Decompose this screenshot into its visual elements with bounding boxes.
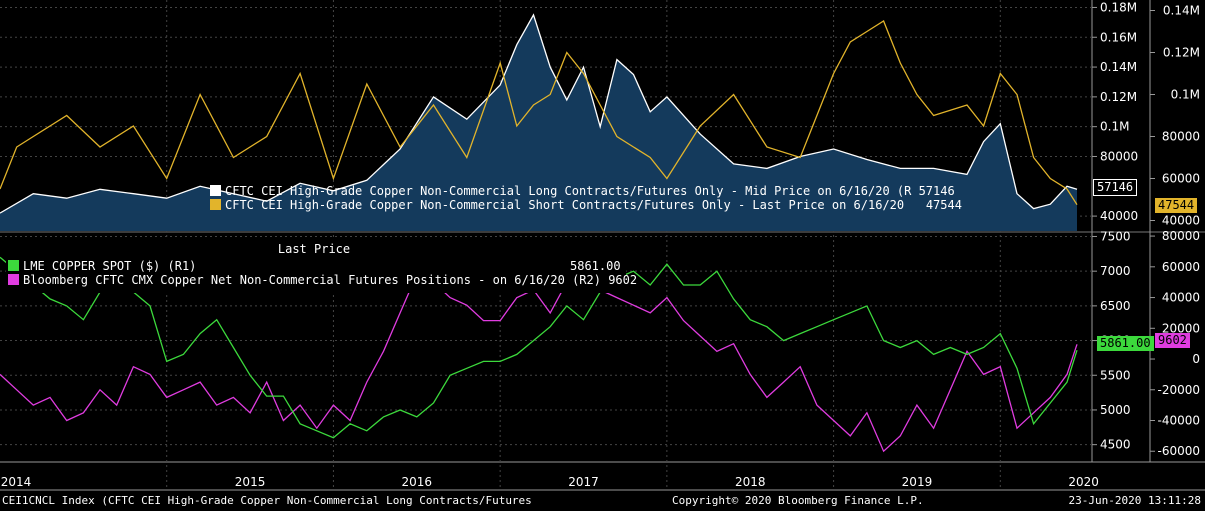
y-tick-bot-right-20000: 20000: [1162, 321, 1200, 335]
y-tick-bot-left-7500: 7500: [1100, 229, 1131, 243]
y-tick-top-left-0.12M: 0.12M: [1100, 90, 1137, 104]
x-tick-2020: 2020: [1068, 475, 1099, 489]
y-tick-top-left-0.18M: 0.18M: [1100, 0, 1137, 14]
y-tick-top-left-80000: 80000: [1100, 149, 1138, 163]
y-tick-bot-left-5000: 5000: [1100, 403, 1131, 417]
y-tick-top-left-0.1M: 0.1M: [1100, 120, 1129, 134]
top-legend: CFTC CEI High-Grade Copper Non-Commercia…: [210, 184, 962, 212]
legend-label-short: CFTC CEI High-Grade Copper Non-Commercia…: [225, 198, 905, 212]
y-tick-bot-left-7000: 7000: [1100, 264, 1131, 278]
y-tick-bot-right--60000: -60000: [1157, 444, 1200, 458]
legend-header: Last Price: [277, 242, 351, 256]
y-tick-bot-right--40000: -40000: [1157, 414, 1200, 428]
footer-timestamp: 23-Jun-2020 13:11:28: [1068, 494, 1201, 507]
legend-label-spot: LME COPPER SPOT ($) (R1): [23, 259, 197, 273]
y-tick-top-right-40000: 40000: [1162, 214, 1200, 228]
footer-copyright: Copyright© 2020 Bloomberg Finance L.P.: [672, 494, 924, 507]
legend-swatch-spot: [8, 260, 19, 271]
y-tick-top-right-60000: 60000: [1162, 172, 1200, 186]
x-tick-2019: 2019: [902, 475, 933, 489]
legend-label-net: Bloomberg CFTC CMX Copper Net Non-Commer…: [23, 273, 601, 287]
legend-entry-long: CFTC CEI High-Grade Copper Non-Commercia…: [210, 184, 962, 198]
legend-entry-short: CFTC CEI High-Grade Copper Non-Commercia…: [210, 198, 962, 212]
tag-net-last: 9602: [1155, 333, 1190, 348]
legend-swatch-net: [8, 274, 19, 285]
y-tick-top-left-40000: 40000: [1100, 209, 1138, 223]
y-tick-top-right-0.1M: 0.1M: [1171, 88, 1200, 102]
y-tick-bot-right--20000: -20000: [1157, 383, 1200, 397]
y-tick-bot-left-6500: 6500: [1100, 299, 1131, 313]
x-tick-2014: 2014: [1, 475, 32, 489]
x-tick-2018: 2018: [735, 475, 766, 489]
series-short-line: [0, 20, 1078, 206]
y-tick-top-right-80000: 80000: [1162, 130, 1200, 144]
series-spot-line: [0, 256, 1078, 439]
legend-entry-net: Bloomberg CFTC CMX Copper Net Non-Commer…: [8, 273, 637, 287]
tag-spot-last: 5861.00: [1097, 336, 1154, 351]
x-tick-2016: 2016: [402, 475, 433, 489]
series-long-area: [0, 14, 1077, 232]
y-tick-top-right-0.14M: 0.14M: [1163, 4, 1200, 18]
y-tick-bot-left-4500: 4500: [1100, 438, 1131, 452]
legend-value-long: 57146: [918, 184, 955, 198]
legend-value-spot: 5861.00: [570, 259, 621, 273]
legend-value-short: 47544: [925, 198, 962, 212]
legend-label-long: CFTC CEI High-Grade Copper Non-Commercia…: [225, 184, 912, 198]
y-tick-top-right-0.12M: 0.12M: [1163, 46, 1200, 60]
legend-swatch-long: [210, 185, 221, 196]
y-tick-top-left-0.14M: 0.14M: [1100, 60, 1137, 74]
y-tick-bot-right-80000: 80000: [1162, 229, 1200, 243]
bottom-legend: Last Price LME COPPER SPOT ($) (R1) 5861…: [6, 240, 637, 293]
x-tick-2015: 2015: [235, 475, 266, 489]
tag-long-last: 57146: [1093, 179, 1138, 196]
y-tick-top-left-0.16M: 0.16M: [1100, 30, 1137, 44]
footer-index-label: CEI1CNCL Index (CFTC CEI High-Grade Copp…: [2, 494, 532, 507]
y-tick-bot-right-60000: 60000: [1162, 260, 1200, 274]
y-tick-bot-left-5500: 5500: [1100, 368, 1131, 382]
x-tick-2017: 2017: [568, 475, 599, 489]
series-long-line: [0, 13, 1078, 214]
y-tick-bot-right-0: 0: [1192, 352, 1200, 366]
legend-value-net: 9602: [608, 273, 638, 287]
legend-entry-spot: LME COPPER SPOT ($) (R1) 5861.00: [8, 259, 621, 273]
legend-swatch-short: [210, 199, 221, 210]
series-net-line: [0, 273, 1078, 453]
tag-short-last: 47544: [1155, 198, 1198, 213]
y-tick-bot-right-40000: 40000: [1162, 291, 1200, 305]
